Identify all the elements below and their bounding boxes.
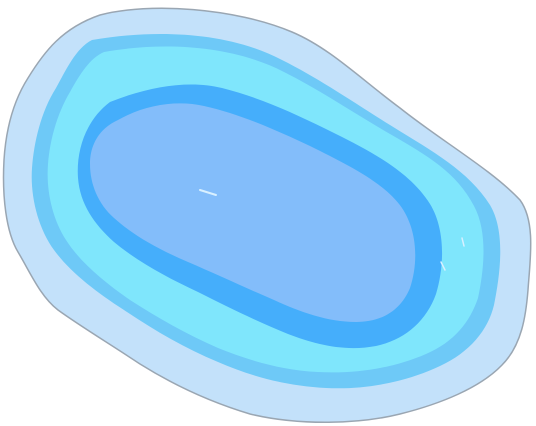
- water-highlight-mark: [440, 261, 446, 271]
- water-highlight-mark: [199, 189, 217, 196]
- water-highlight-mark: [461, 237, 465, 247]
- pond-deep-center: [90, 103, 416, 322]
